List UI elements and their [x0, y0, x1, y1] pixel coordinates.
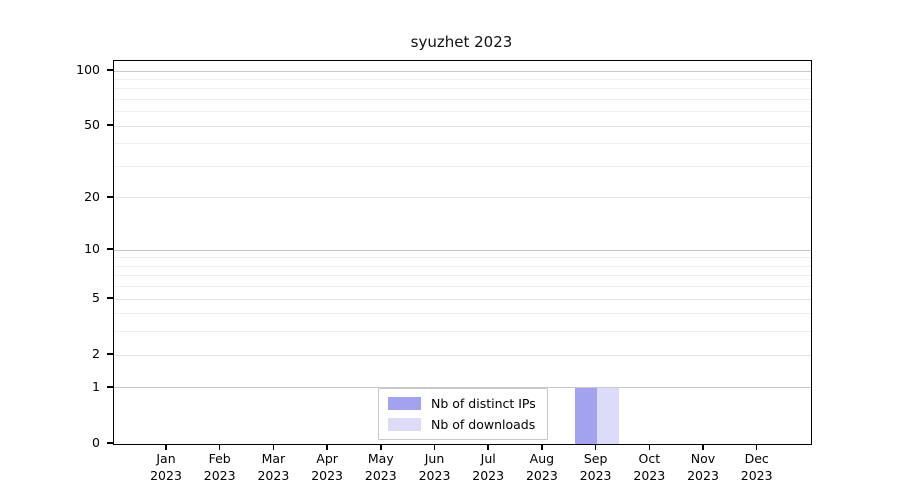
- y-axis-tick: [107, 297, 113, 299]
- y-axis-tick: [107, 124, 113, 126]
- x-tick-label: Apr 2023: [311, 451, 343, 483]
- y-axis-tick: [107, 69, 113, 71]
- x-tick-label: Mar 2023: [257, 451, 290, 483]
- legend: Nb of distinct IPs Nb of downloads: [378, 388, 548, 440]
- x-tick-label: Nov 2023: [687, 451, 719, 483]
- x-tick-label: Feb 2023: [203, 451, 236, 483]
- x-axis-tick: [594, 444, 597, 450]
- gridline-major: [114, 197, 811, 199]
- gridline-minor: [114, 143, 811, 145]
- gridline-minor: [114, 165, 811, 167]
- x-tick-label: Jul 2023: [472, 451, 505, 483]
- legend-swatch: [388, 397, 421, 410]
- x-axis-tick: [380, 444, 382, 450]
- gridline-minor: [114, 78, 811, 80]
- y-tick-label: 1: [92, 378, 100, 394]
- x-axis-tick: [272, 444, 275, 450]
- y-tick-label: 10: [84, 241, 100, 257]
- x-axis-tick: [433, 444, 436, 450]
- bar-nb-of-distinct-ips: [574, 387, 597, 444]
- x-tick-label: Dec 2023: [740, 451, 773, 483]
- x-tick-label: Oct 2023: [633, 451, 666, 483]
- y-tick-label: 50: [84, 117, 100, 133]
- gridline-minor: [114, 88, 811, 90]
- gridline-major: [114, 125, 811, 127]
- x-tick-label: Jun 2023: [418, 451, 451, 483]
- gridline-minor: [114, 313, 811, 315]
- x-axis-tick: [755, 444, 758, 450]
- y-tick-label: 100: [76, 62, 100, 77]
- x-tick-label: Jan 2023: [150, 451, 182, 483]
- x-axis-tick: [218, 444, 221, 450]
- y-axis-tick: [107, 353, 113, 355]
- gridline-major: [114, 298, 811, 300]
- y-axis-tick: [107, 386, 113, 388]
- gridline-minor: [114, 257, 811, 259]
- legend-swatch: [388, 418, 421, 431]
- x-axis-tick: [165, 444, 167, 450]
- gridline-minor: [114, 111, 811, 113]
- gridline-minor: [114, 98, 811, 100]
- plot-area: [113, 60, 812, 445]
- gridline-minor: [114, 331, 811, 333]
- y-axis-tick: [107, 196, 113, 198]
- gridline-major: [114, 249, 811, 251]
- x-axis-tick: [487, 444, 489, 450]
- x-tick-label: May 2023: [364, 451, 397, 483]
- y-tick-label: 0: [92, 435, 100, 450]
- gridline-major: [114, 387, 811, 389]
- x-axis-tick: [702, 444, 704, 450]
- x-axis-tick: [326, 444, 328, 450]
- y-tick-label: 2: [92, 346, 100, 362]
- x-tick-label: Sep 2023: [579, 451, 612, 483]
- chart-title: syuzhet 2023: [410, 33, 513, 51]
- x-tick-label: Aug 2023: [525, 451, 558, 483]
- y-tick-label: 5: [92, 290, 100, 306]
- x-axis-tick: [648, 444, 651, 450]
- gridline-major: [114, 70, 811, 72]
- gridline-minor: [114, 265, 811, 267]
- legend-label: Nb of downloads: [431, 417, 536, 432]
- y-axis-tick: [107, 248, 113, 250]
- bar-nb-of-downloads: [596, 387, 619, 444]
- y-tick-label: 20: [84, 188, 100, 204]
- y-axis-tick: [107, 442, 113, 444]
- gridline-minor: [114, 286, 811, 288]
- x-axis-tick: [541, 444, 543, 450]
- legend-item: Nb of downloads: [388, 417, 536, 432]
- gridline-minor: [114, 275, 811, 277]
- gridline-major: [114, 354, 811, 356]
- legend-label: Nb of distinct IPs: [431, 396, 536, 411]
- legend-item: Nb of distinct IPs: [388, 396, 536, 411]
